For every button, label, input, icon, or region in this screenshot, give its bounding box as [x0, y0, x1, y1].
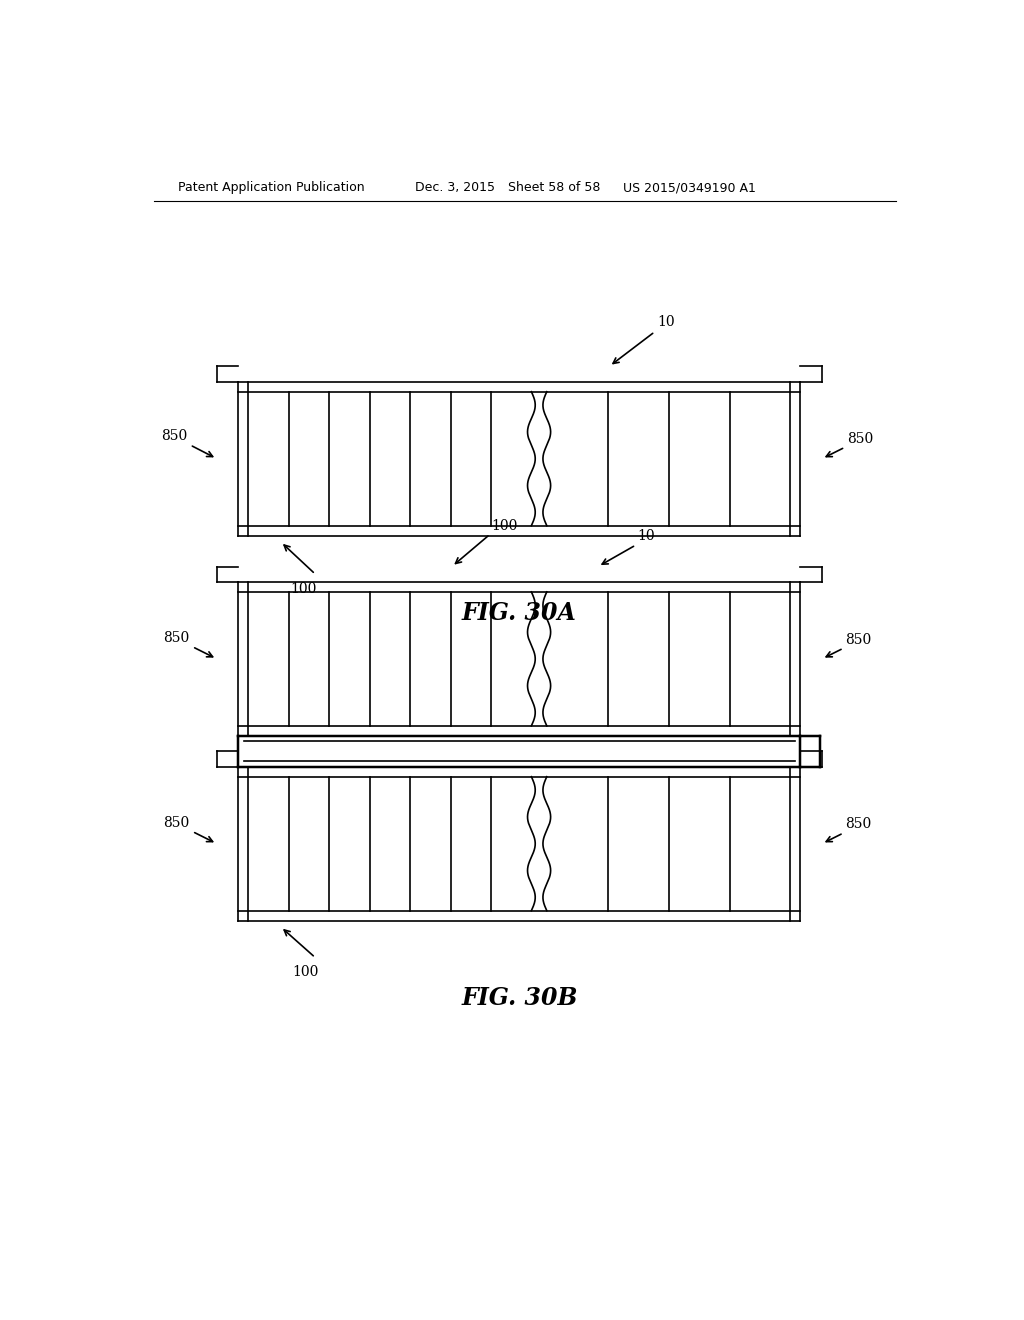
Text: FIG. 30B: FIG. 30B: [461, 986, 578, 1010]
Text: 100: 100: [492, 519, 518, 533]
Text: 10: 10: [638, 529, 655, 544]
Text: Sheet 58 of 58: Sheet 58 of 58: [508, 181, 600, 194]
Text: Patent Application Publication: Patent Application Publication: [178, 181, 365, 194]
Text: Dec. 3, 2015: Dec. 3, 2015: [416, 181, 496, 194]
Text: 10: 10: [657, 315, 675, 330]
Text: 850: 850: [848, 432, 873, 446]
Text: FIG. 30A: FIG. 30A: [462, 601, 577, 624]
Text: US 2015/0349190 A1: US 2015/0349190 A1: [624, 181, 757, 194]
Text: 850: 850: [164, 631, 189, 645]
Text: 100: 100: [292, 965, 318, 978]
Text: 850: 850: [845, 632, 871, 647]
Text: 100: 100: [291, 582, 317, 595]
Text: 850: 850: [164, 816, 189, 830]
Text: 850: 850: [162, 429, 187, 444]
Text: 850: 850: [845, 817, 871, 832]
